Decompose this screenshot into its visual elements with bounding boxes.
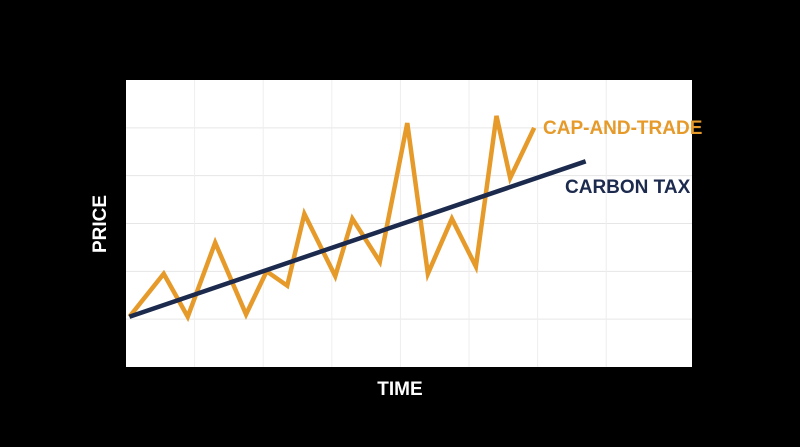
series-line [127, 115, 537, 323]
series-label: CARBON TAX [565, 177, 691, 198]
series-label: CAP-AND-TRADE [543, 118, 702, 139]
y-axis-label: PRICE [90, 195, 111, 253]
series-line [128, 159, 587, 319]
x-axis-label: TIME [377, 379, 422, 400]
